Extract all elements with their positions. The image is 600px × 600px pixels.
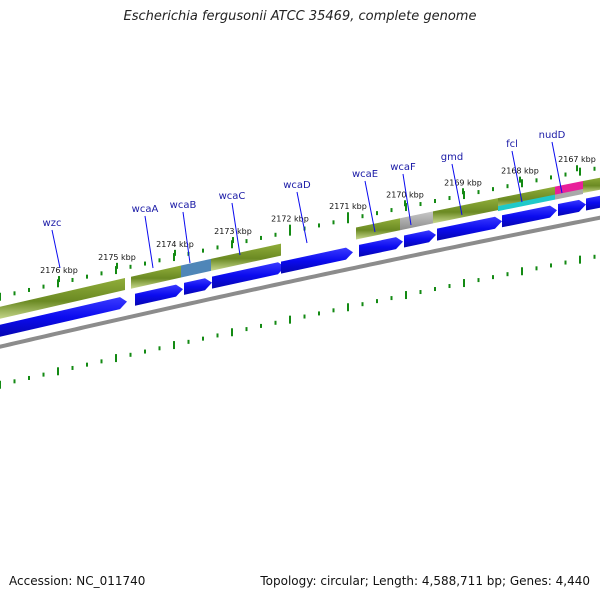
feature-segment (211, 243, 281, 271)
kbp-tick-label: 2175 kbp (98, 253, 136, 262)
feature-segment (555, 189, 583, 200)
map-title: Escherichia fergusonii ATCC 35469, compl… (123, 9, 477, 24)
gene-leader-line (51, 229, 61, 269)
kbp-tick-label: 2172 kbp (271, 215, 309, 224)
gene-labels: wzc wcaA wcaB wcaC wcaD wcaE wcaF gmd fcl nudD (43, 130, 566, 269)
feature-segment (0, 278, 125, 319)
feature-segment (181, 258, 211, 278)
cds-arrow (558, 199, 586, 217)
cds-arrow (359, 237, 403, 257)
kbp-tick-label: 2171 kbp (329, 202, 367, 211)
gene-label: wcaF (390, 162, 416, 173)
gene-leader-line (231, 202, 241, 256)
gene-label: nudD (539, 130, 566, 141)
cds-arrow (212, 262, 285, 289)
gene-leader-line (364, 180, 376, 233)
gene-leader-line (451, 163, 463, 216)
feature-track (0, 177, 600, 319)
cds-arrow (502, 205, 557, 228)
kbp-tick-label: 2168 kbp (501, 167, 539, 176)
kbp-tick-label: 2173 kbp (214, 227, 252, 236)
feature-segment (583, 177, 600, 194)
genome-summary-text: Topology: circular; Length: 4,588,711 bp… (260, 574, 590, 588)
cds-arrow (437, 216, 502, 241)
gene-label: gmd (441, 152, 463, 163)
gene-leader-line (511, 150, 523, 203)
feature-segment (356, 218, 400, 240)
kbp-labels: 2176 kbp 2175 kbp 2174 kbp 2173 kbp 2172 kbp… (40, 155, 596, 283)
cds-arrow (184, 278, 212, 295)
gene-leader-line (182, 211, 191, 264)
kbp-tick-label: 2176 kbp (40, 266, 78, 275)
gene-label: wcaA (132, 204, 159, 215)
gene-label: wzc (43, 218, 62, 229)
gene-leader-line (144, 215, 154, 269)
kbp-tick-label: 2167 kbp (558, 155, 596, 164)
gene-label: wcaC (219, 191, 246, 202)
feature-segment (131, 265, 181, 289)
gene-label: wcaB (170, 200, 197, 211)
cds-arrow (281, 247, 353, 274)
cds-arrow (404, 230, 436, 248)
gene-label: fcl (506, 139, 518, 150)
kbp-tick-label: 2169 kbp (444, 178, 482, 187)
backbone-track (0, 215, 600, 349)
feature-segment (498, 194, 555, 212)
gene-leader-line (402, 173, 412, 226)
cds-track (0, 195, 600, 337)
accession-text: Accession: NC_011740 (9, 574, 146, 588)
gene-leader-line (551, 141, 563, 194)
cds-arrow (135, 284, 183, 306)
gene-label: wcaE (352, 169, 378, 180)
feature-segment (400, 211, 433, 231)
kbp-tick-label: 2170 kbp (386, 190, 424, 199)
cds-arrow (0, 297, 127, 337)
gene-label: wcaD (283, 180, 311, 191)
gene-leader-line (296, 191, 308, 244)
kbp-tick-label: 2174 kbp (156, 240, 194, 249)
cds-arrow (586, 195, 600, 211)
tick-marks (0, 166, 596, 389)
backbone-line (0, 215, 600, 349)
feature-segment (433, 198, 498, 224)
